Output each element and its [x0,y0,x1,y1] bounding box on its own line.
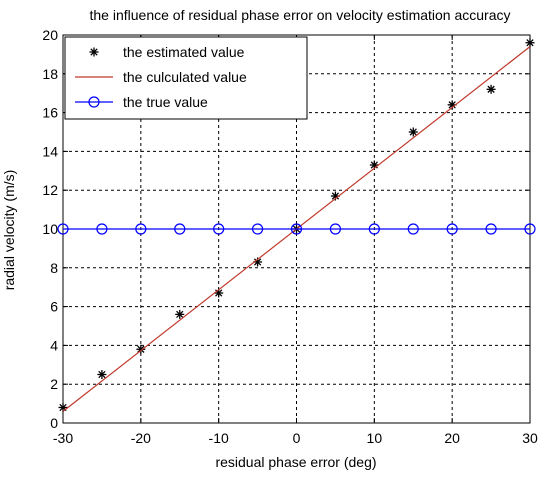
data-point [97,370,107,379]
x-tick-label: 0 [293,430,301,446]
x-axis-label: residual phase error (deg) [215,454,376,470]
data-point [407,223,419,235]
data-point [329,223,342,235]
data-point [174,223,186,235]
y-tick-label: 14 [42,143,58,159]
legend-entry: the true value [123,94,208,110]
axis-ticks: -30 -20 -10 0 10 20 30 0 2 4 6 8 10 12 14 16 18 20 [42,27,538,446]
data-point [525,38,535,48]
y-tick-label: 20 [42,27,58,43]
data-point [135,223,147,235]
y-tick-label: 2 [50,376,58,392]
data-point [368,223,380,235]
data-point [136,344,146,354]
y-axis-label: radial velocity (m/s) [1,170,17,291]
data-point [213,223,225,235]
data-point [290,223,303,235]
x-tick-label: 10 [367,430,383,446]
x-tick-label: -10 [209,430,229,446]
data-point [175,309,185,319]
data-point [96,223,108,235]
legend-entry: the estimated value [123,44,245,60]
legend: the estimated value the culculated value t… [64,36,308,120]
data-point [251,223,264,235]
y-tick-label: 16 [42,105,58,121]
chart-title: the influence of residual phase error on… [90,7,511,23]
y-tick-label: 8 [50,260,58,276]
legend-box [64,36,308,120]
data-point [57,223,69,235]
x-tick-label: 30 [522,430,538,446]
x-tick-label: -20 [131,430,151,446]
y-tick-label: 18 [42,66,58,82]
data-point [524,223,536,235]
x-tick-label: 20 [444,430,460,446]
data-point [485,223,497,235]
y-tick-label: 6 [50,299,58,315]
series-layer [57,38,536,412]
data-point [408,127,418,137]
series-2 [57,223,536,235]
legend-marker [88,96,100,108]
y-tick-label: 4 [50,337,58,353]
data-point [486,84,496,94]
x-tick-label: -30 [53,430,73,446]
y-tick-label: 10 [42,221,58,237]
y-tick-label: 0 [50,415,58,431]
y-tick-label: 12 [42,182,58,198]
legend-marker [89,47,99,57]
data-point [446,223,458,235]
legend-entry: the culculated value [123,69,247,85]
